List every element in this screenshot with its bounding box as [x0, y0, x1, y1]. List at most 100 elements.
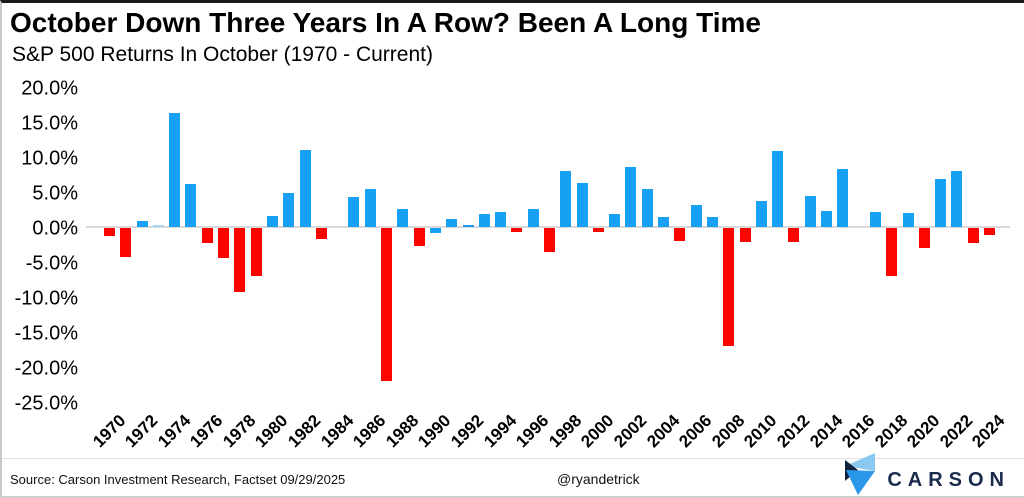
bar-2019	[902, 213, 914, 227]
bar-1976	[201, 228, 213, 244]
x-tick-label: 1990	[414, 411, 455, 452]
x-tick-label: 1988	[382, 411, 423, 452]
x-tick-label: 2002	[610, 411, 651, 452]
x-tick-label: 2004	[642, 411, 683, 452]
y-tick-label: -15.0%	[14, 322, 78, 345]
x-tick-label: 1998	[545, 411, 586, 452]
bar-1999	[576, 182, 588, 227]
bar-1998	[560, 171, 572, 227]
bar-1986	[364, 188, 376, 227]
bar-2011	[772, 151, 784, 227]
bar-2005	[674, 228, 686, 241]
bar-2018	[886, 228, 898, 277]
x-tick-label: 1986	[349, 411, 390, 452]
zero-gridline	[86, 226, 1010, 228]
bar-2008	[723, 228, 735, 347]
footer-bar: Source: Carson Investment Research, Fact…	[2, 453, 1024, 498]
y-tick-label: 10.0%	[21, 147, 78, 170]
bar-2003	[641, 188, 653, 227]
x-tick-label: 1976	[186, 411, 227, 452]
bar-2020	[918, 228, 930, 248]
bar-2001	[609, 214, 621, 227]
x-tick-label: 2020	[903, 411, 944, 452]
bar-1996	[527, 208, 539, 227]
y-tick-label: 15.0%	[21, 112, 78, 135]
x-tick-label: 2018	[870, 411, 912, 452]
bar-1992	[462, 225, 474, 227]
x-tick-label: 2006	[675, 411, 716, 452]
x-tick-label: 2008	[707, 411, 749, 452]
y-tick-label: 5.0%	[32, 182, 78, 205]
bar-2023	[967, 228, 979, 244]
bar-1978	[234, 228, 246, 293]
carson-chevron-icon	[845, 453, 876, 495]
bar-1982	[299, 150, 311, 227]
bar-1997	[543, 228, 555, 252]
bar-1972	[136, 220, 148, 227]
bar-2004	[658, 217, 670, 227]
x-tick-label: 1974	[153, 411, 195, 452]
bar-1985	[348, 196, 360, 227]
bar-1995	[511, 228, 523, 232]
bar-2014	[821, 210, 833, 227]
bar-1983	[315, 228, 327, 239]
x-tick-label: 1970	[88, 411, 129, 452]
bar-2000	[592, 228, 604, 232]
bar-2015	[837, 168, 849, 227]
chart-title: October Down Three Years In A Row? Been …	[10, 7, 761, 38]
x-tick-label: 2000	[577, 411, 618, 452]
twitter-handle: @ryandetrick	[557, 471, 640, 487]
bar-1979	[250, 228, 262, 277]
bar-2002	[625, 166, 637, 227]
bar-1989	[413, 228, 425, 246]
bar-1988	[397, 208, 409, 227]
y-tick-label: 0.0%	[32, 217, 78, 240]
bar-1991	[446, 218, 458, 227]
x-tick-label: 2012	[773, 411, 814, 452]
x-tick-label: 2014	[805, 411, 846, 452]
source-caption: Source: Carson Investment Research, Fact…	[10, 472, 346, 487]
x-tick-label: 1978	[219, 411, 260, 452]
bar-2022	[951, 171, 963, 227]
bar-1971	[120, 228, 132, 258]
bar-2012	[788, 228, 800, 242]
bar-1990	[429, 228, 441, 233]
bar-2024	[983, 228, 995, 235]
bar-1993	[478, 213, 490, 227]
y-tick-label: -10.0%	[14, 287, 78, 310]
y-tick-label: 20.0%	[21, 77, 78, 100]
bar-1973	[152, 225, 164, 227]
bar-1987	[381, 228, 393, 381]
bar-1980	[266, 215, 278, 227]
bar-2013	[804, 195, 816, 227]
y-tick-label: -25.0%	[14, 392, 78, 415]
bar-1981	[283, 192, 295, 227]
y-tick-label: -20.0%	[14, 357, 78, 380]
bar-1977	[218, 228, 230, 259]
x-tick-label: 1984	[316, 411, 358, 452]
bar-2007	[706, 216, 718, 227]
bar-2017	[869, 211, 881, 227]
bar-2021	[935, 178, 947, 227]
x-tick-label: 2016	[838, 411, 879, 452]
x-tick-label: 1982	[284, 411, 325, 452]
bar-1970	[104, 228, 115, 236]
carson-wordmark: CARSON	[887, 468, 1010, 491]
chart-subtitle: S&P 500 Returns In October (1970 - Curre…	[12, 43, 433, 66]
x-tick-label: 1972	[121, 411, 162, 452]
x-tick-label: 1980	[251, 411, 292, 452]
bar-2006	[690, 204, 702, 227]
x-tick-label: 1996	[512, 411, 553, 452]
x-tick-label: 2022	[936, 411, 977, 452]
bar-2010	[755, 201, 767, 227]
bar-1975	[185, 183, 197, 227]
x-tick-label: 2010	[740, 411, 781, 452]
bar-1994	[495, 212, 507, 227]
x-tick-label: 1994	[479, 411, 521, 452]
y-tick-label: -5.0%	[25, 252, 78, 275]
x-tick-label: 2024	[968, 411, 1009, 452]
carson-logo: CARSON	[843, 453, 1010, 495]
bar-2009	[739, 228, 751, 242]
bar-1974	[169, 112, 181, 227]
